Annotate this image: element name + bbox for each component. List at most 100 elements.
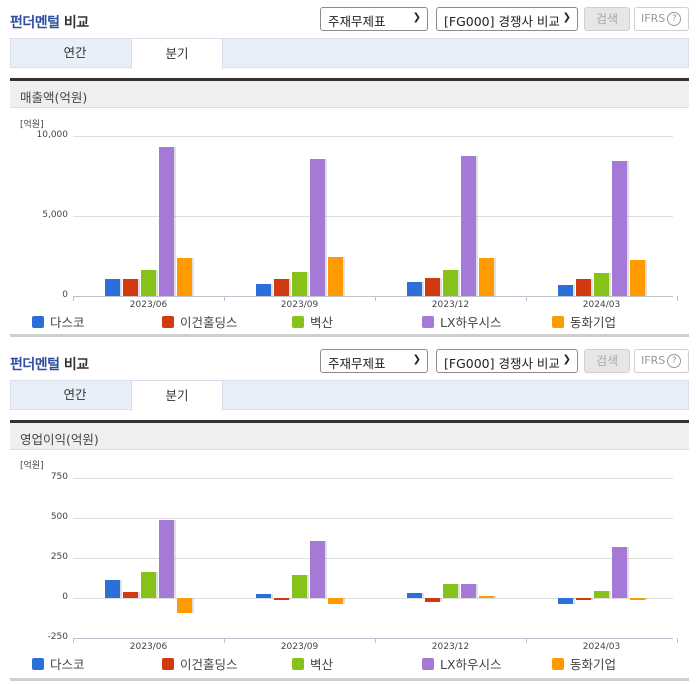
- tab-quarterly[interactable]: 분기: [131, 380, 223, 411]
- bar-LX하우시스[interactable]: [461, 584, 476, 598]
- bar-LX하우시스[interactable]: [159, 519, 174, 598]
- bar-다스코[interactable]: [407, 593, 422, 598]
- legend-item[interactable]: 이건홀딩스: [162, 312, 238, 331]
- comparison-group-select[interactable]: [FG000] 경쟁사 비교 ❯: [436, 349, 578, 373]
- unit-label: [억원]: [20, 461, 44, 471]
- legend-swatch-icon: [552, 316, 564, 328]
- x-tick-label: 2023/12: [431, 300, 470, 310]
- x-tick: [224, 296, 225, 301]
- legend-item[interactable]: 벽산: [292, 312, 333, 331]
- bar-LX하우시스[interactable]: [461, 156, 476, 296]
- bar-이건홀딩스[interactable]: [576, 279, 591, 296]
- legend-item[interactable]: 이건홀딩스: [162, 654, 238, 673]
- bar-이건홀딩스[interactable]: [274, 598, 289, 601]
- bar-동화기업[interactable]: [630, 598, 645, 600]
- legend-label: 다스코: [50, 315, 85, 330]
- x-tick: [677, 638, 678, 643]
- legend-label: 이건홀딩스: [180, 315, 238, 330]
- bar-동화기업[interactable]: [479, 596, 494, 598]
- x-tick: [526, 296, 527, 301]
- legend-swatch-icon: [422, 658, 434, 670]
- bar-다스코[interactable]: [105, 580, 120, 598]
- bar-이건홀딩스[interactable]: [425, 598, 440, 603]
- bar-이건홀딩스[interactable]: [123, 279, 138, 296]
- bar-다스코[interactable]: [407, 281, 422, 296]
- bar-동화기업[interactable]: [177, 257, 192, 296]
- legend-label: 동화기업: [570, 657, 617, 672]
- x-tick: [73, 296, 74, 301]
- bar-벽산[interactable]: [141, 270, 156, 296]
- x-tick-label: 2023/09: [280, 642, 319, 652]
- gridline: [73, 518, 673, 519]
- bar-이건홀딩스[interactable]: [274, 279, 289, 296]
- tab-annual[interactable]: 연간: [63, 45, 87, 60]
- legend-item[interactable]: 동화기업: [552, 312, 616, 331]
- legend-label: 벽산: [310, 315, 334, 330]
- search-button[interactable]: 검색: [584, 7, 630, 31]
- bar-다스코[interactable]: [256, 284, 271, 296]
- y-tick-label: 5,000: [42, 210, 68, 220]
- bar-벽산[interactable]: [443, 584, 458, 598]
- comparison-group-select[interactable]: [FG000] 경쟁사 비교 ❯: [436, 7, 578, 31]
- statement-type-select[interactable]: 주재무제표 ❯: [320, 349, 428, 373]
- legend-item[interactable]: 다스코: [32, 312, 85, 331]
- bar-동화기업[interactable]: [328, 256, 343, 296]
- search-button[interactable]: 검색: [584, 349, 630, 373]
- bar-LX하우시스[interactable]: [310, 159, 325, 296]
- legend-swatch-icon: [32, 658, 44, 670]
- x-tick: [526, 638, 527, 643]
- legend-item[interactable]: 다스코: [32, 654, 85, 673]
- bar-벽산[interactable]: [292, 574, 307, 598]
- legend-swatch-icon: [422, 316, 434, 328]
- gridline: [73, 598, 673, 599]
- bar-벽산[interactable]: [292, 272, 307, 296]
- chart-legend: 다스코 이건홀딩스 벽산 LX하우시스 동화기업: [10, 312, 689, 330]
- bar-벽산[interactable]: [594, 590, 609, 598]
- x-axis-line: [73, 296, 673, 297]
- panel-header: 펀더멘털 비교 주재무제표 ❯ [FG000] 경쟁사 비교 ❯ 검색 IFRS?: [0, 0, 696, 38]
- legend-item[interactable]: LX하우시스: [422, 312, 502, 331]
- bar-벽산[interactable]: [594, 272, 609, 296]
- bar-동화기업[interactable]: [479, 257, 494, 296]
- ifrs-help-button[interactable]: IFRS?: [634, 7, 689, 31]
- y-tick-label: 10,000: [36, 130, 69, 140]
- bar-다스코[interactable]: [558, 598, 573, 605]
- bar-이건홀딩스[interactable]: [425, 278, 440, 296]
- gridline: [73, 478, 673, 479]
- x-tick-label: 2023/09: [280, 300, 319, 310]
- bar-이건홀딩스[interactable]: [123, 592, 138, 598]
- bar-LX하우시스[interactable]: [612, 546, 627, 598]
- legend-label: 동화기업: [570, 315, 617, 330]
- period-tabs: 연간 분기: [10, 38, 689, 69]
- tab-annual[interactable]: 연간: [63, 387, 87, 402]
- chevron-down-icon: ❯: [562, 354, 571, 365]
- bar-동화기업[interactable]: [177, 598, 192, 613]
- bar-동화기업[interactable]: [328, 598, 343, 604]
- y-tick-label: -250: [47, 632, 68, 642]
- bar-벽산[interactable]: [141, 572, 156, 598]
- legend-item[interactable]: 벽산: [292, 654, 333, 673]
- ifrs-help-button[interactable]: IFRS?: [634, 349, 689, 373]
- statement-type-select[interactable]: 주재무제표 ❯: [320, 7, 428, 31]
- bar-다스코[interactable]: [256, 594, 271, 598]
- x-tick-label: 2023/06: [129, 642, 168, 652]
- chart-legend: 다스코 이건홀딩스 벽산 LX하우시스 동화기업: [10, 654, 689, 672]
- x-tick: [375, 296, 376, 301]
- bar-동화기업[interactable]: [630, 260, 645, 296]
- bar-LX하우시스[interactable]: [159, 147, 174, 296]
- bar-벽산[interactable]: [443, 270, 458, 296]
- x-tick-label: 2023/12: [431, 642, 470, 652]
- x-tick: [375, 638, 376, 643]
- x-tick-label: 2024/03: [582, 642, 621, 652]
- tab-quarterly[interactable]: 분기: [131, 38, 223, 69]
- legend-item[interactable]: LX하우시스: [422, 654, 502, 673]
- legend-item[interactable]: 동화기업: [552, 654, 616, 673]
- bar-다스코[interactable]: [558, 284, 573, 296]
- bar-이건홀딩스[interactable]: [576, 598, 591, 600]
- y-tick-label: 500: [50, 512, 68, 522]
- bar-다스코[interactable]: [105, 279, 120, 296]
- bar-LX하우시스[interactable]: [612, 160, 627, 296]
- help-icon: ?: [667, 12, 682, 26]
- y-tick-label: 250: [50, 552, 68, 562]
- bar-LX하우시스[interactable]: [310, 541, 325, 598]
